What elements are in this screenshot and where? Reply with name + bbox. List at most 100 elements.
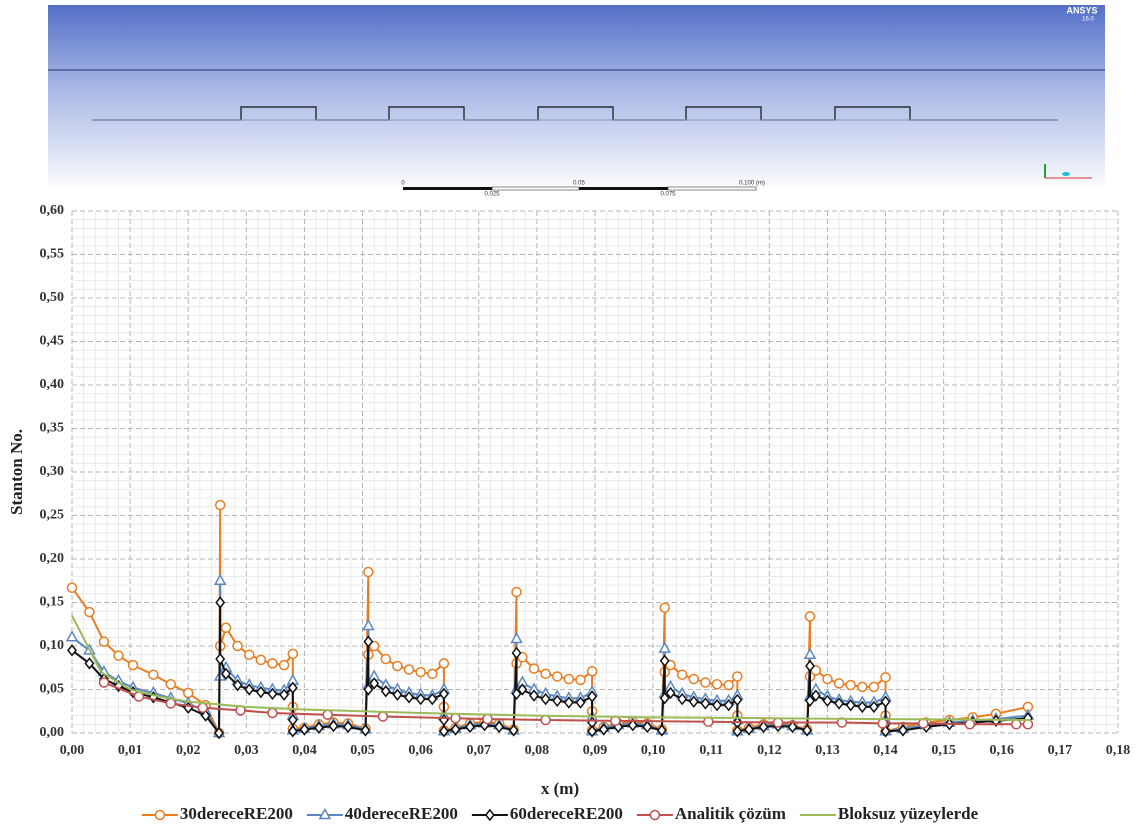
marker bbox=[67, 632, 77, 641]
marker bbox=[512, 634, 522, 643]
x-tick-label: 0,11 bbox=[699, 743, 723, 758]
logo: ANSYS bbox=[1066, 5, 1097, 15]
legend-item: 30dereceRE200 bbox=[142, 804, 293, 823]
page: ANSYS 16.0 0 0.05 0.100 (m) 0.025 0.075 … bbox=[0, 0, 1140, 832]
marker bbox=[846, 681, 855, 690]
marker bbox=[713, 680, 722, 689]
legend-label: 60dereceRE200 bbox=[510, 804, 623, 823]
x-tick-label: 0,16 bbox=[990, 743, 1015, 758]
marker bbox=[364, 568, 373, 577]
y-tick-label: 0,40 bbox=[40, 377, 65, 392]
marker bbox=[381, 655, 390, 664]
marker bbox=[166, 680, 175, 689]
x-tick-label: 0,05 bbox=[350, 743, 375, 758]
x-tick-label: 0,10 bbox=[641, 743, 666, 758]
legend-label: Analitik çözüm bbox=[675, 804, 786, 823]
marker bbox=[280, 661, 289, 670]
x-tick-label: 0,02 bbox=[176, 743, 201, 758]
marker bbox=[256, 655, 265, 664]
marker bbox=[1023, 720, 1032, 729]
marker bbox=[268, 659, 277, 668]
x-tick-label: 0,04 bbox=[292, 743, 317, 758]
marker bbox=[869, 682, 878, 691]
x-tick-label: 0,08 bbox=[525, 743, 550, 758]
marker bbox=[823, 675, 832, 684]
x-axis-label: x (m) bbox=[541, 779, 579, 798]
legend-item: Bloksuz yüzeylerde bbox=[800, 804, 979, 823]
legend-label: 30dereceRE200 bbox=[180, 804, 293, 823]
x-tick-label: 0,01 bbox=[118, 743, 143, 758]
marker bbox=[245, 650, 254, 659]
y-tick-label: 0,20 bbox=[40, 551, 65, 566]
marker bbox=[221, 623, 230, 632]
marker bbox=[99, 678, 108, 687]
marker bbox=[155, 811, 164, 820]
series-line bbox=[72, 581, 1028, 733]
marker bbox=[68, 645, 76, 655]
x-tick-label: 0,07 bbox=[467, 743, 492, 758]
marker bbox=[564, 675, 573, 684]
y-tick-label: 0,50 bbox=[40, 290, 65, 305]
marker bbox=[268, 708, 277, 717]
x-tick-label: 0,09 bbox=[583, 743, 608, 758]
marker bbox=[416, 668, 425, 677]
scale-label: 0.025 bbox=[484, 192, 500, 198]
marker bbox=[689, 675, 698, 684]
scale-label: 0.05 bbox=[573, 181, 585, 187]
marker bbox=[806, 612, 815, 621]
scale-label: 0.075 bbox=[660, 192, 676, 198]
scale-bar bbox=[403, 187, 492, 190]
version: 16.0 bbox=[1082, 17, 1094, 23]
marker bbox=[129, 661, 138, 670]
triad-z bbox=[1062, 172, 1070, 176]
marker bbox=[68, 583, 77, 592]
legend-item: 60dereceRE200 bbox=[472, 804, 623, 823]
marker bbox=[588, 667, 597, 676]
marker bbox=[660, 643, 670, 652]
x-tick-label: 0,17 bbox=[1048, 743, 1073, 758]
marker bbox=[288, 649, 297, 658]
x-tick-label: 0,13 bbox=[815, 743, 840, 758]
simulation-view: ANSYS 16.0 0 0.05 0.100 (m) 0.025 0.075 bbox=[48, 5, 1105, 198]
marker bbox=[114, 651, 123, 660]
marker bbox=[660, 603, 669, 612]
x-tick-label: 0,14 bbox=[873, 743, 898, 758]
marker bbox=[965, 720, 974, 729]
marker bbox=[576, 675, 585, 684]
scale-label: 0.100 (m) bbox=[739, 181, 765, 187]
y-tick-label: 0,05 bbox=[40, 682, 65, 697]
marker bbox=[439, 659, 448, 668]
marker bbox=[483, 715, 492, 724]
marker bbox=[378, 712, 387, 721]
marker bbox=[553, 672, 562, 681]
marker bbox=[541, 715, 550, 724]
y-tick-label: 0,15 bbox=[40, 595, 65, 610]
marker bbox=[99, 637, 108, 646]
scale-bar bbox=[668, 187, 756, 190]
marker bbox=[512, 588, 521, 597]
x-tick-label: 0,12 bbox=[757, 743, 782, 758]
scale-bar bbox=[579, 187, 668, 190]
marker bbox=[701, 678, 710, 687]
y-tick-label: 0,45 bbox=[40, 334, 65, 349]
x-tick-label: 0,00 bbox=[60, 743, 85, 758]
marker bbox=[733, 672, 742, 681]
legend-item: Analitik çözüm bbox=[637, 804, 786, 823]
marker bbox=[216, 501, 225, 510]
y-tick-label: 0,35 bbox=[40, 421, 65, 436]
y-tick-label: 0,25 bbox=[40, 508, 65, 523]
marker bbox=[1012, 720, 1021, 729]
legend-item: 40dereceRE200 bbox=[307, 804, 458, 823]
marker bbox=[774, 718, 783, 727]
marker bbox=[650, 811, 659, 820]
marker bbox=[541, 669, 550, 678]
marker bbox=[451, 714, 460, 723]
y-axis-label: Stanton No. bbox=[7, 429, 26, 515]
y-tick-label: 0,30 bbox=[40, 464, 65, 479]
legend: 30dereceRE200 40dereceRE200 60dereceRE200 A… bbox=[142, 804, 979, 823]
marker bbox=[149, 670, 158, 679]
legend-label: Bloksuz yüzeylerde bbox=[838, 804, 979, 823]
x-tick-label: 0,03 bbox=[234, 743, 259, 758]
marker bbox=[405, 665, 414, 674]
